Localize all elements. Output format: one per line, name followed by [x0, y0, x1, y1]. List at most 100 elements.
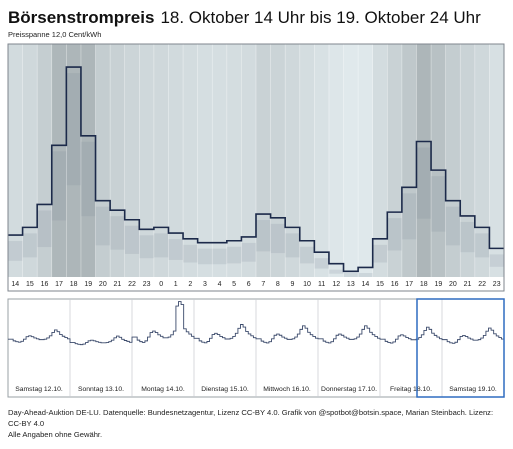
hour-column	[460, 44, 476, 277]
hour-band	[460, 221, 476, 253]
hour-band	[95, 206, 111, 246]
hour-column	[226, 44, 242, 277]
hour-column	[299, 44, 315, 277]
hour-column	[489, 44, 505, 277]
day-label: Freitag 18.10.	[390, 386, 432, 393]
hour-column	[445, 44, 461, 277]
hour-band	[285, 233, 301, 258]
hour-tick-label: 6	[247, 281, 251, 288]
hour-tick-label: 16	[41, 281, 49, 288]
hour-column	[37, 44, 53, 277]
hour-column	[153, 44, 169, 277]
hour-band	[474, 233, 490, 258]
hour-band	[197, 248, 213, 265]
hour-column	[183, 44, 198, 277]
hour-tick-label: 14	[362, 281, 370, 288]
hour-tick-label: 14	[11, 281, 19, 288]
hour-column	[328, 44, 344, 277]
main-chart-background	[7, 44, 505, 277]
hour-column	[401, 44, 417, 277]
footer-source: Day-Ahead-Auktion DE-LU. Datenquelle: Bu…	[8, 408, 494, 428]
price-step-line	[8, 66, 504, 273]
hour-band	[110, 216, 126, 250]
hour-tick-label: 20	[449, 281, 457, 288]
hour-column	[358, 44, 374, 277]
hour-tick-label: 3	[203, 281, 207, 288]
day-label: Samstag 19.10.	[449, 386, 497, 393]
hour-tick-label: 10	[303, 281, 311, 288]
hour-band	[343, 273, 359, 277]
hour-column	[372, 44, 388, 277]
overview-highlight-box[interactable]	[416, 298, 505, 398]
main-chart-frame	[7, 43, 505, 292]
hour-band	[270, 223, 286, 254]
chart-title-range: 18. Oktober 14 Uhr bis 19. Oktober 24 Uh…	[160, 8, 481, 27]
hour-tick-label: 15	[26, 281, 34, 288]
hour-band	[183, 244, 198, 263]
overview-day-separators	[69, 299, 443, 397]
hour-band	[328, 269, 344, 274]
hour-tick-label: 20	[99, 281, 107, 288]
hour-tick-label: 17	[55, 281, 63, 288]
hour-tick-label: 9	[291, 281, 295, 288]
hour-band	[256, 220, 271, 252]
hour-tick-label: 21	[114, 281, 122, 288]
hour-column	[343, 44, 359, 277]
hour-column	[256, 44, 271, 277]
hour-tick-label: 19	[434, 281, 442, 288]
hour-band	[401, 193, 417, 240]
hour-tick-label: 7	[261, 281, 265, 288]
hour-band	[358, 273, 374, 277]
hour-column	[197, 44, 213, 277]
hour-band	[226, 246, 242, 264]
day-label: Samstag 12.10.	[15, 386, 63, 393]
hour-tick-label: 0	[159, 281, 163, 288]
day-label: Mittwoch 16.10.	[263, 386, 311, 393]
hour-tick-label: 5	[232, 281, 236, 288]
hour-column	[110, 44, 126, 277]
hour-column	[241, 44, 257, 277]
chart-title-bold: Börsenstrompreis	[8, 8, 155, 27]
day-label: Montag 14.10.	[141, 386, 185, 393]
hour-tick-label: 21	[464, 281, 472, 288]
hour-band	[168, 239, 184, 260]
hour-tick-label: 19	[84, 281, 92, 288]
hour-band	[299, 246, 315, 264]
chart-title: Börsenstrompreis 18. Oktober 14 Uhr bis 1…	[8, 8, 481, 28]
hour-column	[66, 44, 82, 277]
hour-band	[124, 225, 140, 254]
hour-column	[387, 44, 403, 277]
hour-column	[139, 44, 155, 277]
main-chart-tick-labels: 14 15 16 17 18 19 20 21 22 23 0 1 2 3 4 5 6 7 8 9 10 11 12 13 14…	[11, 281, 500, 288]
hour-tick-label: 4	[218, 281, 222, 288]
hour-tick-label: 18	[70, 281, 78, 288]
hour-column	[8, 44, 23, 277]
hour-tick-label: 22	[478, 281, 486, 288]
day-label: Donnerstag 17.10.	[321, 386, 377, 393]
hour-band	[51, 151, 67, 221]
hour-tick-label: 1	[174, 281, 178, 288]
hour-band	[80, 141, 96, 217]
hour-column	[80, 44, 96, 277]
hour-band	[153, 233, 169, 258]
hour-column	[95, 44, 111, 277]
hour-column	[314, 44, 330, 277]
hour-tick-label: 22	[128, 281, 136, 288]
day-label: Sonntag 13.10.	[78, 386, 124, 393]
hour-tick-label: 11	[318, 281, 325, 288]
overview-line-layer	[8, 301, 504, 346]
hour-band	[387, 218, 403, 251]
overview-day-labels: Samstag 12.10. Sonntag 13.10. Montag 14.10…	[15, 386, 497, 393]
hour-column	[22, 44, 38, 277]
footer-disclaimer: Alle Angaben ohne Gewähr.	[8, 430, 103, 439]
hour-band	[241, 242, 257, 262]
hour-column	[212, 44, 228, 277]
hour-band	[445, 206, 461, 246]
hour-band	[431, 176, 446, 232]
hour-tick-label: 23	[143, 281, 151, 288]
hour-band	[22, 233, 38, 258]
hour-band	[372, 244, 388, 263]
hour-band	[212, 248, 228, 265]
overview-price-line	[8, 301, 504, 346]
